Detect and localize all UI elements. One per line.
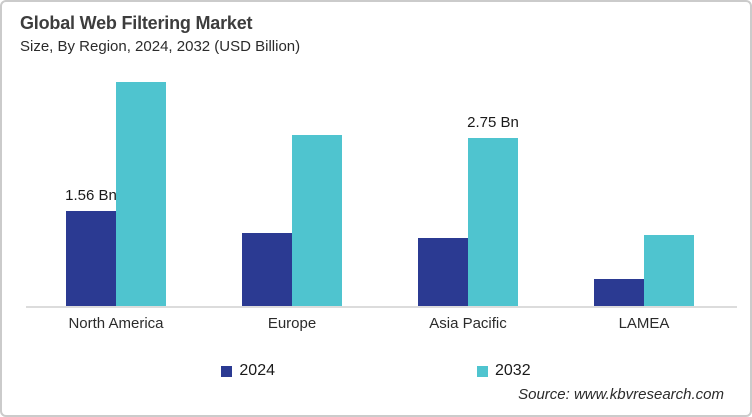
legend-swatch-2024 — [221, 365, 233, 377]
legend-swatch-2032 — [477, 365, 488, 377]
bar-2032-europe — [292, 135, 342, 306]
x-axis-label-lamea: LAMEA — [618, 315, 670, 332]
bar-2032-north-america — [116, 82, 166, 306]
legend-label-2024: 2024 — [239, 362, 275, 379]
bar-2024-europe — [242, 233, 292, 306]
bar-value-label: 1.56 Bn — [65, 187, 117, 204]
x-axis-label-europe: Europe — [267, 315, 317, 332]
bar-2032-asia-pacific — [468, 138, 518, 306]
legend: 2024 2032 — [2, 362, 750, 380]
bar-2024-north-america — [66, 211, 116, 306]
bar-2024-asia-pacific — [418, 238, 468, 306]
source-credit: Source: www.kbvresearch.com — [518, 386, 724, 403]
x-axis-line — [26, 306, 737, 308]
x-axis-label-north-america: North America — [68, 315, 164, 332]
legend-label-2032: 2032 — [495, 362, 531, 379]
chart-subtitle: Size, By Region, 2024, 2032 (USD Billion… — [20, 38, 301, 55]
legend-item-2032: 2032 — [477, 362, 531, 380]
legend-item-2024: 2024 — [221, 362, 275, 380]
chart-title: Global Web Filtering Market — [20, 13, 253, 33]
bar-2032-lamea — [644, 235, 694, 306]
bar-value-label: 2.75 Bn — [467, 114, 519, 131]
bar-2024-lamea — [594, 279, 644, 306]
x-axis-label-asia-pacific: Asia Pacific — [429, 315, 507, 332]
